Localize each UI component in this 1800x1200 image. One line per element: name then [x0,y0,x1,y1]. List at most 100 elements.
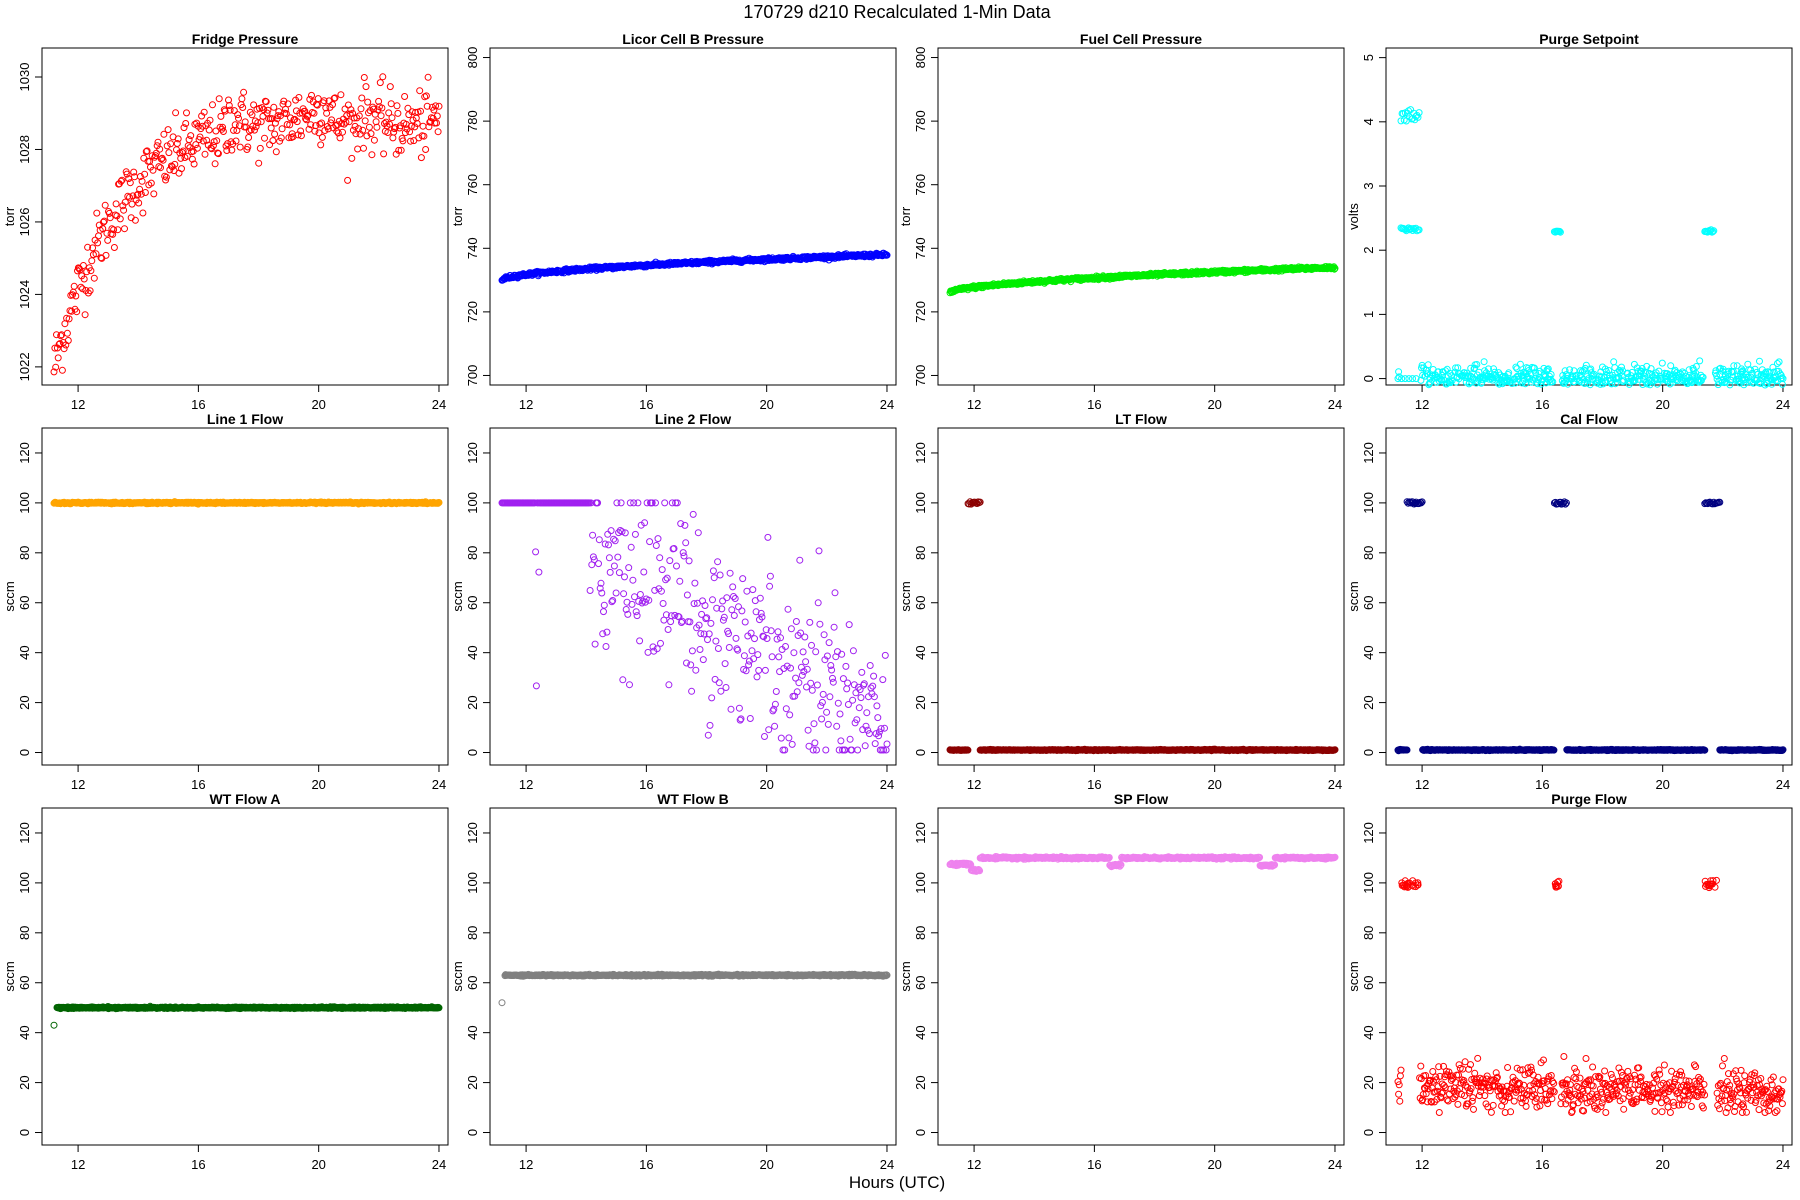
x-tick-label: 24 [1328,397,1342,412]
data-point [358,94,366,102]
data-point [802,658,810,666]
data-point [422,92,430,100]
data-point [386,83,394,91]
data-point [390,128,398,136]
y-tick-label: 100 [465,492,480,514]
data-point [706,721,714,729]
data-point [134,190,142,198]
y-tick-label: 20 [1361,695,1376,709]
data-point [610,562,618,570]
data-point [646,538,654,546]
data-point [344,176,352,184]
data-point [413,120,421,127]
y-tick-label: 740 [465,237,480,259]
x-tick-label: 12 [519,397,533,412]
data-point [52,363,60,371]
data-point [749,586,757,594]
data-point [211,160,219,168]
y-tick-label: 0 [1361,375,1376,382]
x-tick-label: 20 [1207,397,1221,412]
data-point [377,112,385,120]
plot-frame [1385,47,1793,386]
panel-title: Fuel Cell Pressure [1080,31,1202,47]
data-point [654,535,662,543]
data-point [600,608,607,616]
data-point [191,120,199,128]
data-point [863,709,871,717]
data-point [711,675,719,683]
y-tick-label: 760 [913,174,928,196]
data-point [264,106,272,114]
data-point [135,199,143,207]
data-point [761,733,768,740]
data-point [333,127,341,135]
data-point [430,106,438,114]
data-point [432,102,440,110]
data-point [157,164,164,172]
data-point [1696,357,1704,365]
data-point [171,160,179,168]
data-point [116,215,124,223]
y-tick-label: 780 [913,110,928,132]
data-point [814,599,822,607]
data-point [665,681,673,689]
data-point [849,696,857,704]
data-point [278,125,286,133]
y-tick-label: 720 [913,301,928,323]
data-point [308,91,315,99]
data-point [796,556,804,564]
y-tick-label: 800 [465,47,480,69]
y-tick-label: 1030 [17,63,32,92]
data-point [128,200,136,208]
x-tick-label: 12 [967,397,981,412]
data-point [254,119,262,127]
data-point [341,105,349,113]
data-point [348,154,356,162]
y-tick-label: 120 [1361,442,1376,464]
data-point [51,344,59,352]
data-point [240,88,248,96]
data-point [277,134,285,142]
x-tick-label: 20 [311,777,325,792]
data-point [784,605,792,613]
x-tick-label: 24 [1328,777,1342,792]
y-tick-label: 800 [913,47,928,69]
data-point [152,149,160,157]
data-point [217,112,225,120]
data-point [136,185,144,193]
panel-title: Cal Flow [1560,411,1618,427]
data-point [792,618,800,625]
y-tick-label: 60 [913,596,928,610]
data-point [715,679,723,687]
data-point [286,121,294,129]
data-point [54,354,62,362]
data-point [688,687,696,695]
data-point [822,746,830,754]
data-point [231,121,239,129]
data-point [830,623,838,631]
data-point [315,129,323,137]
y-tick-label: 2 [1361,247,1376,254]
x-tick-label: 24 [880,777,894,792]
data-point [141,189,149,196]
data-point [94,239,102,247]
data-point [819,690,827,698]
x-tick-label: 12 [71,777,85,792]
data-point [656,554,664,562]
data-point [808,686,816,694]
data-point [244,143,252,151]
x-tick-label: 24 [880,397,894,412]
y-tick-label: 120 [465,442,480,464]
y-tick-label: 80 [17,546,32,560]
y-tick-label: 20 [17,695,32,709]
data-point [837,737,845,745]
y-tick-label: 20 [465,695,480,709]
data-point [57,332,65,340]
data-point [785,734,793,742]
data-point [858,668,866,676]
data-point [719,597,727,605]
data-point [131,216,139,224]
data-point [591,640,599,648]
